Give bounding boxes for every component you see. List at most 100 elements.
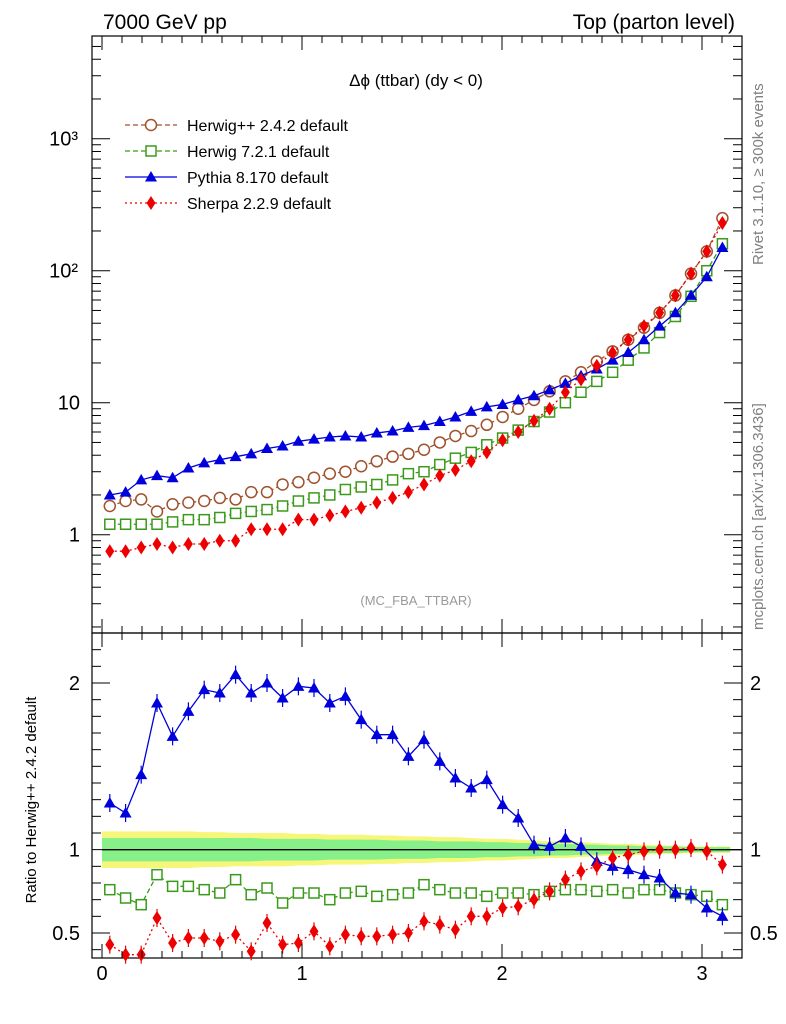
data-point <box>278 937 288 952</box>
rivet-label: Rivet 3.1.10, ≥ 300k events <box>750 83 767 265</box>
data-point <box>449 452 462 464</box>
data-point <box>119 486 132 497</box>
data-point <box>182 462 195 473</box>
series-line <box>109 222 723 552</box>
y-tick-label: 1 <box>69 525 80 547</box>
data-point <box>276 692 289 703</box>
data-point <box>214 887 226 899</box>
data-point <box>638 868 650 880</box>
data-point <box>496 410 509 424</box>
data-point <box>293 936 303 950</box>
legend-label: Herwig++ 2.4.2 default <box>187 118 349 135</box>
data-point <box>513 424 523 439</box>
legend: Herwig++ 2.4.2 default Herwig 7.2.1 defau… <box>125 118 349 213</box>
data-point <box>418 878 430 891</box>
data-point <box>465 782 478 793</box>
data-point <box>324 489 336 501</box>
data-point <box>135 518 147 530</box>
data-point <box>151 518 163 530</box>
y-tick-label-right: 1 <box>750 840 761 862</box>
data-point <box>529 892 539 907</box>
data-point <box>104 518 116 530</box>
data-point <box>435 917 445 932</box>
data-point <box>105 937 115 952</box>
data-point <box>307 471 321 485</box>
data-point <box>545 401 555 416</box>
data-point <box>575 386 587 399</box>
data-point <box>152 911 162 925</box>
data-point <box>639 844 649 859</box>
ratio-ylabel: Ratio to Herwig++ 2.4.2 default <box>23 696 40 904</box>
data-point <box>356 929 366 944</box>
data-point <box>511 402 525 415</box>
data-point <box>372 929 382 944</box>
data-point <box>261 882 273 894</box>
data-point <box>355 713 368 725</box>
data-point <box>276 897 289 909</box>
data-point <box>716 910 729 921</box>
data-point <box>121 947 131 962</box>
data-point <box>433 415 446 427</box>
data-point <box>339 465 352 478</box>
data-point <box>136 947 146 962</box>
data-point <box>433 436 447 449</box>
series-1 <box>104 238 729 530</box>
data-point <box>528 389 540 401</box>
data-point <box>622 887 634 899</box>
data-point <box>166 880 179 893</box>
data-point <box>700 270 713 282</box>
data-point <box>576 864 586 879</box>
series-line <box>109 247 723 496</box>
data-point <box>545 884 555 899</box>
data-point <box>606 366 619 379</box>
data-point <box>103 499 117 513</box>
data-point <box>496 398 509 409</box>
data-point <box>435 468 445 483</box>
data-point <box>717 215 727 230</box>
data-point <box>623 847 633 862</box>
data-point <box>655 842 665 857</box>
data-point <box>119 494 132 508</box>
data-point <box>135 473 148 485</box>
legend-label: Herwig 7.2.1 default <box>187 144 330 161</box>
data-point <box>339 690 352 701</box>
data-point <box>323 430 336 442</box>
data-point <box>323 697 336 708</box>
data-point <box>199 537 209 552</box>
data-point <box>135 898 147 911</box>
data-point <box>638 883 650 896</box>
data-point <box>182 496 195 509</box>
data-point <box>496 887 509 899</box>
data-point <box>592 859 602 874</box>
data-point <box>419 914 429 929</box>
data-point <box>246 522 256 537</box>
ratio-series-1 <box>104 868 729 911</box>
data-point <box>276 500 289 512</box>
data-point <box>449 410 462 422</box>
data-point <box>231 533 241 548</box>
data-point <box>308 492 320 504</box>
data-point <box>355 481 367 493</box>
data-point <box>418 733 430 745</box>
data-point <box>198 456 211 468</box>
data-point <box>166 498 179 511</box>
data-point <box>559 377 572 388</box>
data-point <box>324 893 336 906</box>
legend-marker <box>145 145 157 157</box>
data-point <box>638 333 650 345</box>
data-point <box>622 863 635 875</box>
data-point <box>700 902 713 913</box>
data-point <box>466 454 476 469</box>
data-point <box>119 518 132 530</box>
data-point <box>340 504 350 519</box>
data-point <box>370 426 383 438</box>
data-point <box>325 508 335 523</box>
ratio-frame <box>91 632 743 959</box>
legend-marker <box>144 118 158 132</box>
data-point <box>496 798 509 810</box>
data-point <box>450 462 460 477</box>
data-point <box>244 485 258 499</box>
data-point <box>591 375 603 388</box>
data-point <box>213 491 227 505</box>
data-point <box>482 909 492 924</box>
